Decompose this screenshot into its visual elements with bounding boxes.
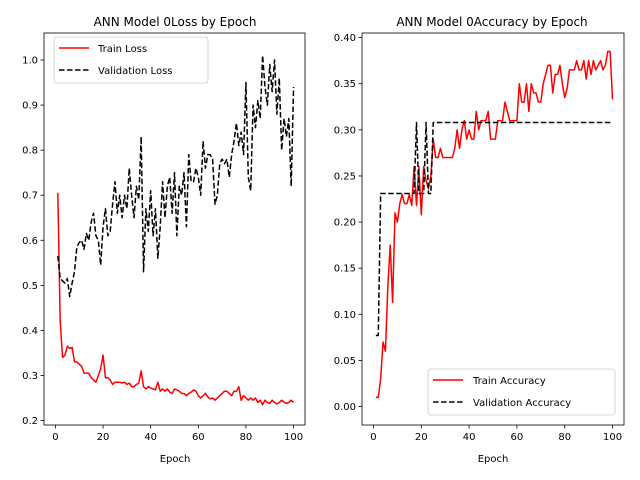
accuracy-y-tick-label: 0.05	[334, 356, 356, 367]
loss-plot-area	[57, 54, 295, 406]
loss-y-tick-label: 0.8	[22, 146, 38, 157]
loss-x-axis-label: Epoch	[160, 454, 191, 465]
loss-chart-title: ANN Model 0Loss by Epoch	[94, 15, 257, 29]
accuracy-y-tick-label: 0.30	[334, 125, 356, 136]
accuracy-x-tick-label: 80	[558, 432, 571, 443]
accuracy-chart-title: ANN Model 0Accuracy by Epoch	[396, 15, 587, 29]
loss-x-tick-label: 40	[144, 432, 157, 443]
loss-x-tick-label: 60	[192, 432, 205, 443]
accuracy-y-tick-label: 0.20	[334, 218, 356, 229]
accuracy-x-tick-label: 60	[511, 432, 524, 443]
loss-series-validation	[57, 54, 295, 298]
loss-y-tick-label: 1.0	[22, 56, 38, 67]
accuracy-y-tick-label: 0.15	[334, 264, 356, 275]
loss-legend-label-train: Train Loss	[97, 44, 147, 55]
loss-x-tick-label: 20	[97, 432, 110, 443]
accuracy-series-validation	[375, 121, 613, 337]
accuracy-x-tick-label: 40	[463, 432, 476, 443]
loss-y-tick-label: 0.7	[22, 191, 38, 202]
accuracy-legend-box	[427, 368, 616, 416]
loss-axes-frame	[43, 32, 306, 426]
accuracy-chart: ANN Model 0Accuracy by Epoch 0 20 40 60 80 10…	[334, 15, 625, 465]
loss-series-train	[57, 192, 295, 406]
loss-chart: ANN Model 0Loss by Epoch 0 20 40 60 80 100 0.2…	[22, 15, 306, 465]
loss-x-tick-label: 0	[52, 432, 58, 443]
accuracy-legend: Train Accuracy Validation Accuracy	[427, 368, 616, 416]
loss-legend-box	[53, 36, 209, 84]
loss-y-tick-label: 0.5	[22, 281, 38, 292]
loss-y-tick-label: 0.6	[22, 236, 38, 247]
loss-y-tick-label: 0.2	[22, 416, 38, 427]
accuracy-x-tick-label: 0	[370, 432, 376, 443]
accuracy-y-tick-label: 0.35	[334, 79, 356, 90]
accuracy-axis-ticks: 0 20 40 60 80 100 0.00 0.05 0.10 0.15 0.20 0.25 0.30…	[334, 33, 622, 443]
accuracy-y-tick-label: 0.25	[334, 171, 356, 182]
loss-y-tick-label: 0.4	[22, 326, 38, 337]
loss-legend: Train Loss Validation Loss	[53, 36, 209, 84]
accuracy-x-axis-label: Epoch	[478, 454, 509, 465]
loss-x-tick-label: 80	[240, 432, 253, 443]
accuracy-series-train	[375, 50, 614, 399]
loss-y-tick-label: 0.3	[22, 371, 38, 382]
accuracy-y-tick-label: 0.00	[334, 402, 356, 413]
loss-axis-ticks: 0 20 40 60 80 100 0.2 0.3 0.4 0.5 0.6 0.7 0.8 0.9 1.0	[22, 56, 303, 443]
accuracy-legend-label-train: Train Accuracy	[472, 376, 546, 387]
accuracy-legend-label-validation: Validation Accuracy	[473, 398, 571, 409]
accuracy-x-tick-label: 20	[415, 432, 428, 443]
accuracy-y-tick-label: 0.10	[334, 310, 356, 321]
loss-legend-label-validation: Validation Loss	[98, 66, 173, 77]
accuracy-x-tick-label: 100	[603, 432, 622, 443]
accuracy-axes-frame	[361, 32, 625, 426]
accuracy-y-tick-label: 0.40	[334, 33, 356, 44]
accuracy-plot-area	[375, 50, 614, 399]
loss-x-tick-label: 100	[284, 432, 303, 443]
loss-y-tick-label: 0.9	[22, 101, 38, 112]
